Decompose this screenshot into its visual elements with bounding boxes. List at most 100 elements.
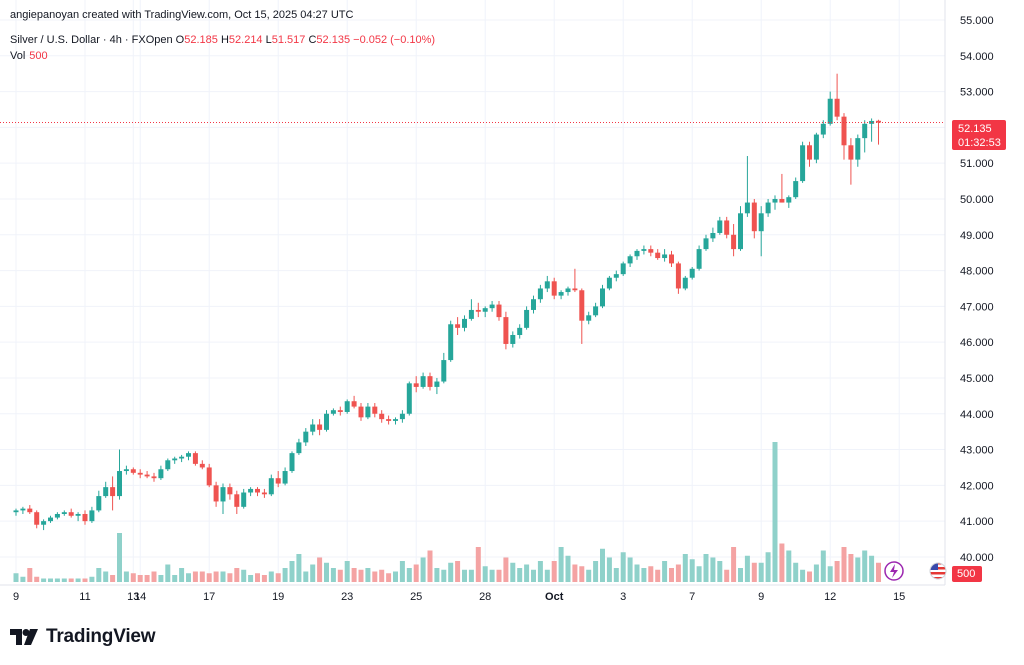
candle — [565, 286, 571, 296]
volume-bar — [41, 578, 47, 582]
volume-bar — [468, 569, 474, 582]
candlesticks — [13, 73, 881, 531]
candle-body — [34, 512, 40, 525]
volume-bar — [793, 562, 799, 582]
us-flag-icon[interactable] — [929, 562, 947, 580]
volume-bar — [489, 569, 495, 582]
volume-bar — [324, 562, 329, 582]
last-price-value: 52.135 — [958, 123, 992, 135]
candle — [199, 460, 205, 470]
volume-bar — [199, 571, 205, 582]
volume-bar — [137, 575, 143, 582]
candle-body — [662, 254, 668, 259]
candle — [399, 410, 405, 423]
candle-body — [744, 202, 750, 214]
volume-legend[interactable]: Vol 500 — [10, 50, 48, 62]
candle-body — [772, 198, 778, 203]
volume-bar — [544, 569, 550, 582]
candle-body — [137, 472, 143, 475]
y-tick-label: 41.000 — [960, 516, 994, 528]
candle-body — [627, 256, 633, 264]
volume-bar — [434, 568, 440, 582]
candle-body — [48, 517, 53, 522]
candle — [537, 284, 543, 303]
volume-bar — [648, 566, 654, 582]
volume-bar — [827, 566, 833, 582]
candle — [503, 311, 509, 350]
volume-bar — [641, 568, 647, 582]
y-tick-label: 51.000 — [960, 158, 994, 170]
volume-bar — [213, 571, 219, 582]
tradingview-logo[interactable]: TradingView — [10, 626, 156, 648]
candle-body — [586, 315, 592, 321]
volume-bar — [558, 547, 564, 582]
volume-bar — [317, 557, 323, 582]
candle — [710, 227, 716, 242]
candle — [413, 376, 419, 393]
candle-body — [696, 249, 702, 269]
candle-body — [641, 249, 647, 251]
candle-body — [220, 487, 226, 502]
volume-bar — [531, 569, 536, 582]
volume-bar — [89, 576, 95, 582]
volume-bar — [110, 575, 116, 582]
candle — [689, 266, 695, 280]
candle — [344, 399, 350, 414]
volume-bar — [61, 578, 67, 582]
candle — [593, 302, 599, 318]
candle-body — [27, 508, 33, 513]
lightning-icon[interactable] — [884, 561, 904, 581]
candle — [117, 449, 122, 500]
candle-body — [427, 376, 433, 387]
candle-body — [179, 456, 185, 459]
volume-bar — [731, 547, 737, 582]
candle — [68, 508, 74, 518]
candle — [268, 474, 274, 497]
candle-body — [869, 120, 875, 124]
candle-body — [158, 469, 164, 479]
volume-bar — [689, 559, 695, 582]
volume-bar — [365, 568, 371, 582]
volume-bar — [710, 557, 716, 582]
price-axis[interactable]: 40.000 41.000 42.000 43.000 44.000 45.000 46.0… — [944, 0, 994, 585]
symbol-legend[interactable]: Silver / U.S. Dollar · 4h · FXOpen O52.1… — [10, 34, 435, 46]
volume-badge: 500 — [952, 566, 982, 582]
volume-bar — [807, 571, 812, 582]
candle-body — [68, 512, 74, 516]
x-tick-label: 3 — [620, 591, 626, 603]
volume-bar — [551, 561, 557, 582]
candle-body — [531, 299, 536, 310]
candle — [751, 198, 757, 239]
candle-body — [75, 513, 81, 516]
candle-body — [862, 123, 868, 139]
volume-bar — [289, 561, 295, 582]
candle-body — [255, 488, 260, 493]
volume-bar — [27, 568, 33, 582]
candle-body — [600, 288, 605, 307]
candle-body — [800, 145, 806, 182]
candle — [800, 141, 806, 183]
candle — [772, 195, 778, 210]
volume-bar — [303, 571, 309, 582]
volume-bar — [427, 550, 433, 582]
candle-body — [689, 268, 695, 278]
candle-body — [20, 508, 26, 511]
candle — [393, 417, 398, 425]
candle — [675, 261, 681, 294]
candle — [434, 377, 440, 395]
candle-body — [682, 277, 688, 289]
candle-body — [420, 376, 426, 387]
candle — [303, 428, 309, 446]
candle — [420, 372, 426, 389]
candle-body — [199, 463, 205, 468]
candle-body — [820, 123, 826, 135]
candle — [54, 512, 60, 520]
candle-body — [475, 309, 481, 312]
candle — [82, 510, 88, 525]
candle — [627, 254, 633, 267]
candle — [289, 451, 295, 473]
x-tick-label: 9 — [758, 591, 764, 603]
candle-body — [606, 277, 612, 289]
